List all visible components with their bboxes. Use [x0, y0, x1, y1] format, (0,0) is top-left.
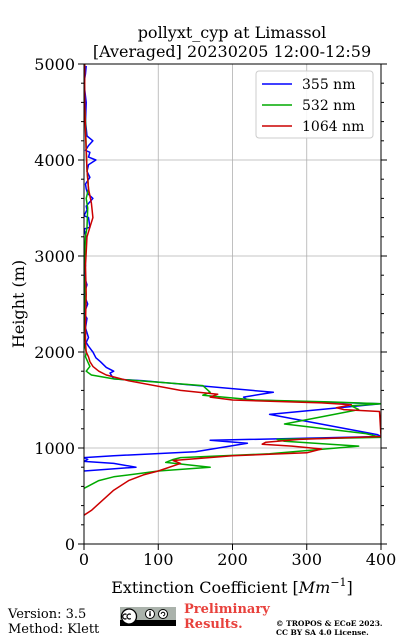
y-tick-label: 4000 [34, 151, 75, 170]
y-axis-label: Height (m) [9, 260, 28, 348]
legend: 355 nm 532 nm 1064 nm [255, 70, 374, 139]
method-label: Method: Klett [8, 622, 100, 637]
copyright-line: © TROPOS & ECoE 2023. [276, 619, 383, 628]
y-tick-label: 1000 [34, 439, 75, 458]
series-line-1064-nm [84, 64, 381, 516]
cc-by-sa-badge-icon [120, 607, 176, 626]
x-tick-label: 300 [291, 550, 322, 569]
legend-label: 355 nm [302, 77, 355, 93]
copyright-notice: © TROPOS & ECoE 2023. CC BY SA 4.0 Licen… [276, 619, 383, 637]
x-axis-label: Extinction Coefficient [Mm−1] [111, 576, 353, 597]
x-tick-label: 200 [217, 550, 248, 569]
x-tick-label: 100 [143, 550, 174, 569]
preliminary-line: Preliminary [184, 602, 270, 617]
license-line: CC BY SA 4.0 License. [276, 628, 369, 637]
y-tick-label: 2000 [34, 343, 75, 362]
series-line-532-nm [84, 64, 381, 489]
preliminary-results-notice: Preliminary Results. [184, 602, 270, 632]
legend-label: 1064 nm [302, 119, 364, 135]
chart-title: pollyxt_cyp at Limassol [138, 23, 327, 42]
y-tick-label: 0 [65, 535, 75, 554]
chart-subtitle: [Averaged] 20230205 12:00-12:59 [93, 42, 371, 61]
version-label: Version: 3.5 [8, 607, 87, 622]
legend-label: 532 nm [302, 98, 355, 114]
results-line: Results. [184, 617, 243, 632]
legend-box [255, 70, 374, 139]
x-tick-label: 400 [366, 550, 397, 569]
y-tick-label: 3000 [34, 247, 75, 266]
series-lines [84, 64, 381, 516]
y-tick-label: 5000 [34, 55, 75, 74]
extinction-profile-chart: pollyxt_cyp at Limassol [Averaged] 20230… [9, 23, 396, 597]
x-tick-label: 0 [79, 550, 89, 569]
